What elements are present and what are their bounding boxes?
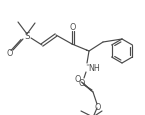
Text: O: O — [79, 79, 85, 88]
Text: O: O — [70, 23, 76, 32]
Text: O: O — [95, 103, 101, 112]
Text: •: • — [84, 48, 88, 53]
Text: NH: NH — [88, 64, 100, 73]
Text: S: S — [24, 32, 30, 41]
Text: O: O — [75, 75, 81, 84]
Text: O: O — [7, 49, 13, 58]
